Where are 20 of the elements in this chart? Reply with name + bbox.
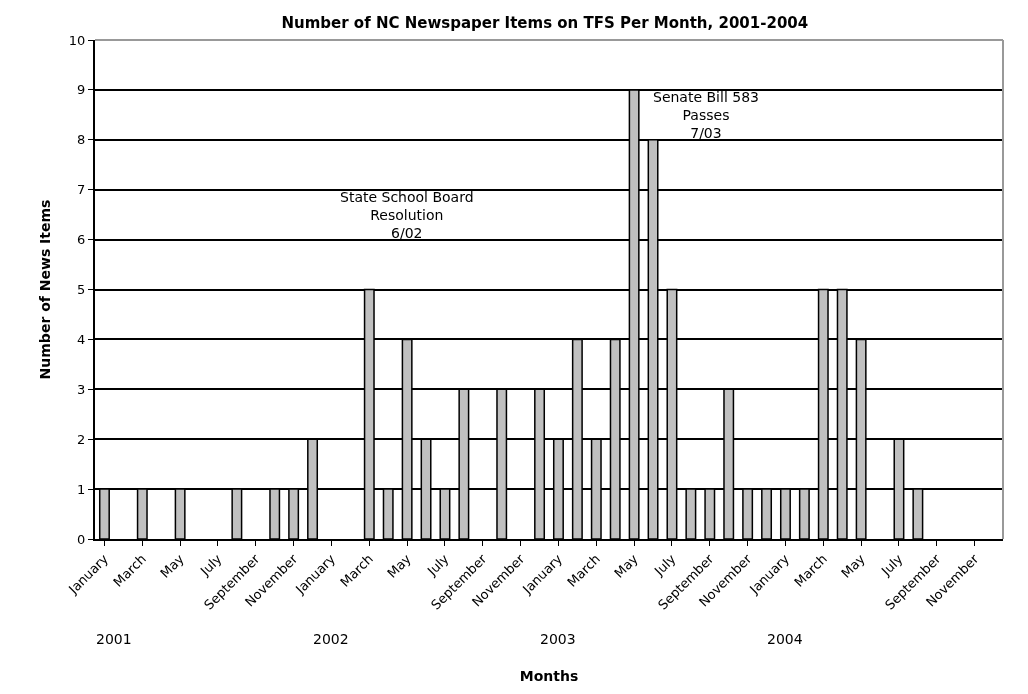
y-tick-label: 9 bbox=[77, 82, 86, 98]
text: 2002 bbox=[313, 631, 349, 647]
annotation: State School Board Resolution 6/02 bbox=[340, 189, 474, 242]
y-axis-title: Number of News Items bbox=[36, 199, 53, 380]
y-tick-label: 5 bbox=[77, 282, 86, 298]
y-tick-label: 4 bbox=[77, 331, 86, 347]
y-tick-label: 10 bbox=[68, 32, 86, 48]
y-tick-label: 8 bbox=[77, 132, 86, 148]
y-tick-label: 0 bbox=[77, 531, 86, 547]
text: 2003 bbox=[540, 631, 576, 647]
annotation: Senate Bill 583 Passes 7/03 bbox=[653, 89, 759, 142]
x-axis-title: Months bbox=[519, 668, 579, 685]
chart-title: Number of NC Newspaper Items on TFS Per Month, 2001-2004 bbox=[281, 13, 809, 32]
y-tick-label: 3 bbox=[77, 381, 86, 397]
text: 2004 bbox=[767, 631, 803, 647]
y-tick-label: 6 bbox=[77, 232, 86, 248]
y-tick-label: 1 bbox=[77, 481, 86, 497]
y-tick-label: 2 bbox=[77, 431, 86, 447]
y-tick-label: 7 bbox=[77, 182, 86, 198]
text: 2001 bbox=[96, 631, 132, 647]
